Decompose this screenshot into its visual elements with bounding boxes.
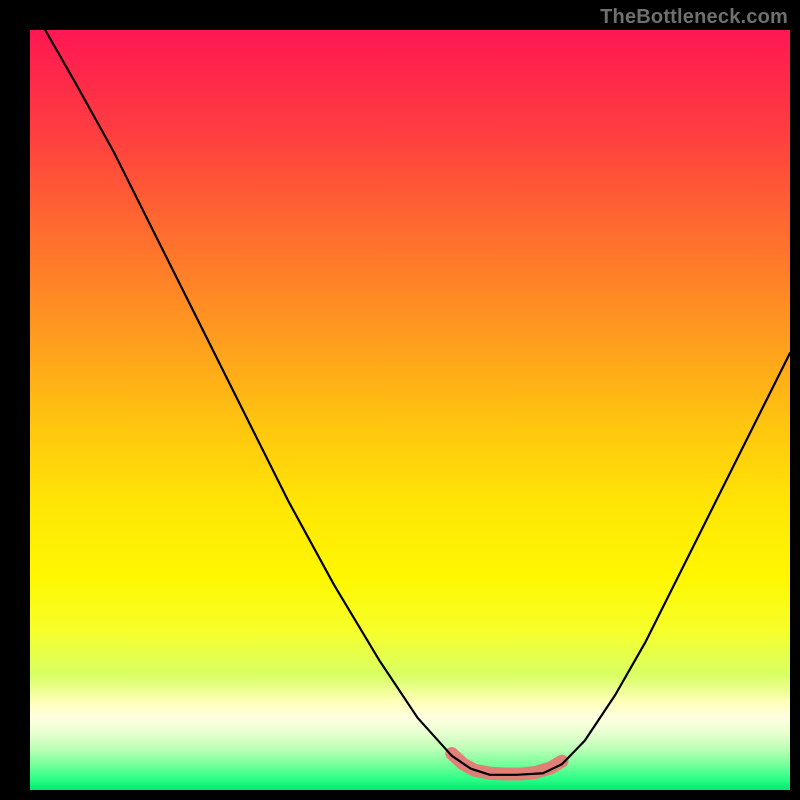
plot-area xyxy=(30,30,790,786)
main-curve xyxy=(45,30,790,775)
watermark-text: TheBottleneck.com xyxy=(600,6,788,29)
chart-root: TheBottleneck.com xyxy=(0,0,800,800)
curve-layer xyxy=(30,30,790,790)
